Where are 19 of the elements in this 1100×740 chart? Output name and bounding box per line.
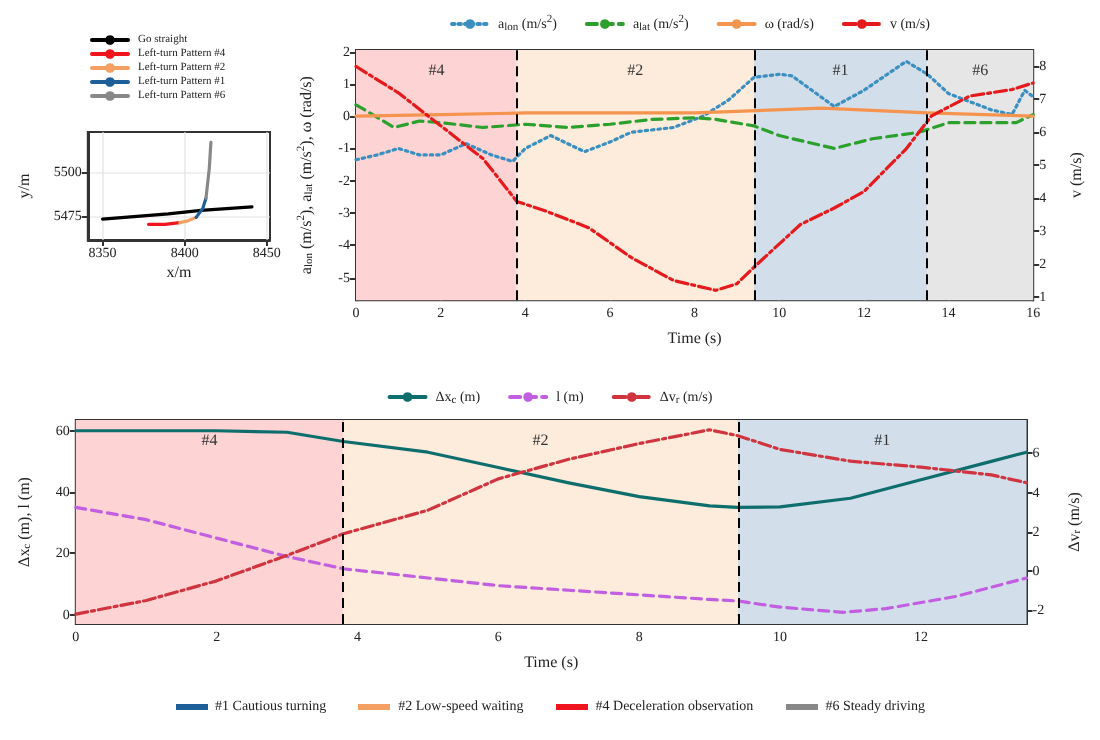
band-label: #6 [972,61,989,79]
line-series [354,103,1035,151]
x-axis-title: Time (s) [667,329,723,347]
line-series [354,64,1035,292]
line-series [354,59,1035,163]
line-series [74,505,1029,614]
line-series [74,429,1029,510]
y-axis-title: y/m [15,172,33,199]
line-series [74,428,1029,616]
line-series [100,205,254,221]
band-label: #2 [627,61,644,79]
band-label: #4 [428,61,445,79]
band-label: #1 [832,61,849,79]
band-label: #4 [201,431,218,449]
x-axis-title: Time (s) [524,652,579,671]
band-label: #1 [874,431,891,449]
y2-axis-title: v (m/s) [1067,151,1085,198]
x-axis-title: x/m [166,263,193,281]
band-label: #2 [532,431,549,449]
